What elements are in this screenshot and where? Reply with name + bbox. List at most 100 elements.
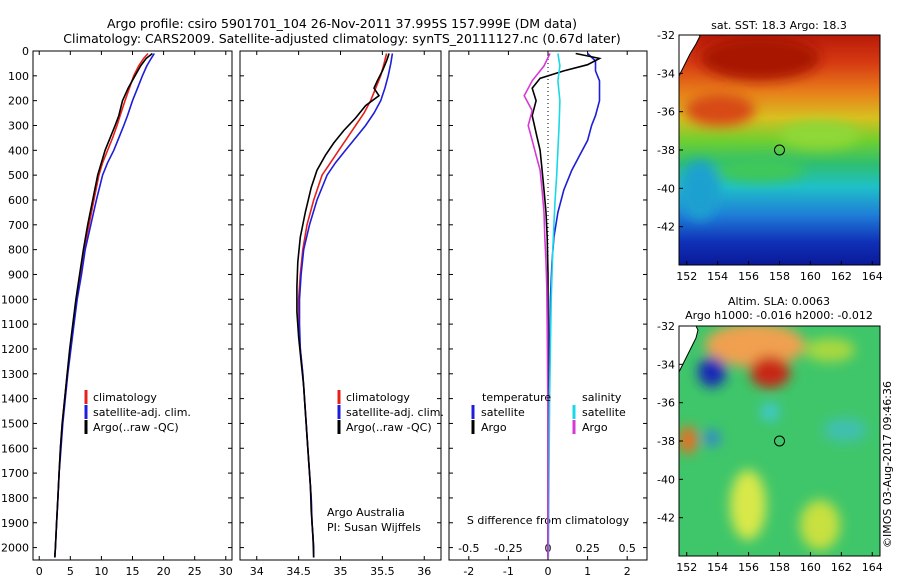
temperature-legend: climatology satellite-adj. clim. Argo(..… xyxy=(84,390,191,434)
x-tick-label: 152 xyxy=(676,561,697,574)
s-tick-label: -0.5 xyxy=(458,542,479,555)
series-line-salinity-satellite xyxy=(547,53,561,558)
y-tick-label: 1800 xyxy=(1,492,29,505)
legend-label-s-satellite: satellite xyxy=(582,406,626,419)
legend-header-salinity: salinity xyxy=(582,391,622,404)
x-tick-label: -2 xyxy=(463,565,474,578)
sst-warm-tongue xyxy=(685,94,755,126)
legend-label-t-argo: Argo xyxy=(481,421,507,434)
sla-cyan-2 xyxy=(704,430,720,446)
x-tick-label: 2 xyxy=(624,565,631,578)
sst-green-patch xyxy=(780,121,860,149)
series-line-temperature-satellite xyxy=(547,52,601,558)
y-tick-label: 900 xyxy=(8,268,29,281)
x-tick-label: 35 xyxy=(334,565,348,578)
sst-green-patch-2 xyxy=(715,158,805,182)
y-tick-label: -38 xyxy=(657,144,675,157)
y-tick-label: 1700 xyxy=(1,467,29,480)
legend-label-argo: Argo(..raw -QC) xyxy=(346,421,432,434)
sla-argo-marker xyxy=(774,435,785,447)
y-tick-label: 300 xyxy=(8,119,29,132)
x-tick-label: 162 xyxy=(831,561,852,574)
x-tick-label: 158 xyxy=(769,270,790,283)
credit: Argo Australia PI: Susan Wijffels xyxy=(327,506,421,534)
x-tick-label: 160 xyxy=(800,561,821,574)
x-tick-label: 0 xyxy=(545,565,552,578)
x-tick-label: 25 xyxy=(188,565,202,578)
y-tick-label: -40 xyxy=(657,473,675,486)
y-tick-label: 400 xyxy=(8,144,29,157)
sla-high-core xyxy=(750,356,790,388)
difference-legend: temperature salinity satellite Argo sate… xyxy=(471,391,626,434)
sst-map: 152 154 156 158 160 162 164-32-34-36-38-40-42 … xyxy=(657,19,883,283)
s-tick-label: -0.25 xyxy=(494,542,522,555)
y-tick-label: 200 xyxy=(8,95,29,108)
sst-map-axes: 152 154 156 158 160 162 164 -32 -34 -36 -38 -40 -42 xyxy=(657,29,883,283)
y-tick-label: 100 xyxy=(8,70,29,83)
salinity-legend: climatology satellite-adj. clim. Argo(..… xyxy=(337,390,444,434)
sla-yellow-north-east xyxy=(805,338,855,362)
x-tick-label: 10 xyxy=(94,565,108,578)
y-tick-label: -38 xyxy=(657,435,675,448)
series-line-salinity-argo xyxy=(523,53,551,558)
sla-map-title-2: Argo h1000: -0.016 h2000: -0.012 xyxy=(685,309,873,322)
y-tick-label: -42 xyxy=(657,221,675,234)
x-tick-label: 164 xyxy=(862,561,883,574)
sla-map-title-1: Altim. SLA: 0.0063 xyxy=(728,295,830,308)
plot-frame xyxy=(32,50,233,561)
series-line-temperature-argo xyxy=(531,52,602,558)
x-tick-label: 162 xyxy=(831,270,852,283)
title-line-2: Climatology: CARS2009. Satellite-adjuste… xyxy=(63,31,620,46)
sla-high-west xyxy=(679,426,697,454)
x-tick-label: 5 xyxy=(67,565,74,578)
sla-low-core xyxy=(698,357,726,387)
x-tick-label: 34 xyxy=(250,565,264,578)
sla-map: 152 154 156 158 160 162 164-32-34-36-38-40-42 … xyxy=(657,295,883,574)
y-tick-label: 1300 xyxy=(1,368,29,381)
difference-profile-panel: -2-1012T difference from climatology-0.5… xyxy=(448,50,648,584)
x-tick-label: 156 xyxy=(738,561,759,574)
sla-cyan-1 xyxy=(761,403,779,421)
y-tick-label: 500 xyxy=(8,169,29,182)
y-tick-label: 1400 xyxy=(1,393,29,406)
x-tick-label: 156 xyxy=(738,270,759,283)
y-tick-label: -36 xyxy=(657,106,675,119)
x-tick-label: 1 xyxy=(584,565,591,578)
y-tick-label: 700 xyxy=(8,219,29,232)
legend-label-argo: Argo(..raw -QC) xyxy=(93,421,179,434)
y-tick-label: 600 xyxy=(8,194,29,207)
y-tick-label: 1000 xyxy=(1,293,29,306)
x-tick-label: 158 xyxy=(769,561,790,574)
x-tick-label: 30 xyxy=(219,565,233,578)
y-tick-label: -40 xyxy=(657,182,675,195)
legend-header-temperature: temperature xyxy=(482,391,551,404)
series-line-climatology xyxy=(54,52,149,558)
x-tick-label: 35.5 xyxy=(370,565,395,578)
series-line-argo-raw-qc- xyxy=(296,53,390,558)
x-tick-label: 34.5 xyxy=(286,565,311,578)
y-tick-label: 1100 xyxy=(1,318,29,331)
x-tick-label: 20 xyxy=(157,565,171,578)
y-tick-label: -32 xyxy=(657,29,675,42)
coastline xyxy=(679,326,699,373)
y-tick-label: 1200 xyxy=(1,343,29,356)
x-tick-label: -1 xyxy=(503,565,514,578)
x-tick-label: 164 xyxy=(862,270,883,283)
y-tick-label: -34 xyxy=(657,358,675,371)
sst-cool-patch xyxy=(680,160,720,220)
s-tick-label: 0.25 xyxy=(575,542,600,555)
legend-label-climatology: climatology xyxy=(93,391,157,404)
sst-map-title: sat. SST: 18.3 Argo: 18.3 xyxy=(711,19,847,32)
legend-label-s-argo: Argo xyxy=(582,421,608,434)
x-tick-label: 152 xyxy=(676,270,697,283)
s-tick-label: 0.5 xyxy=(618,542,636,555)
y-tick-label: -36 xyxy=(657,397,675,410)
series-line-satellite-adj-clim- xyxy=(54,53,155,558)
sla-yellow-band xyxy=(730,470,766,540)
sla-high-north xyxy=(705,326,805,367)
watermark: ©IMOS 03-Aug-2017 09:46:36 xyxy=(881,381,894,548)
title-line-1: Argo profile: csiro 5901701_104 26-Nov-2… xyxy=(107,16,577,31)
coastline xyxy=(679,35,701,77)
